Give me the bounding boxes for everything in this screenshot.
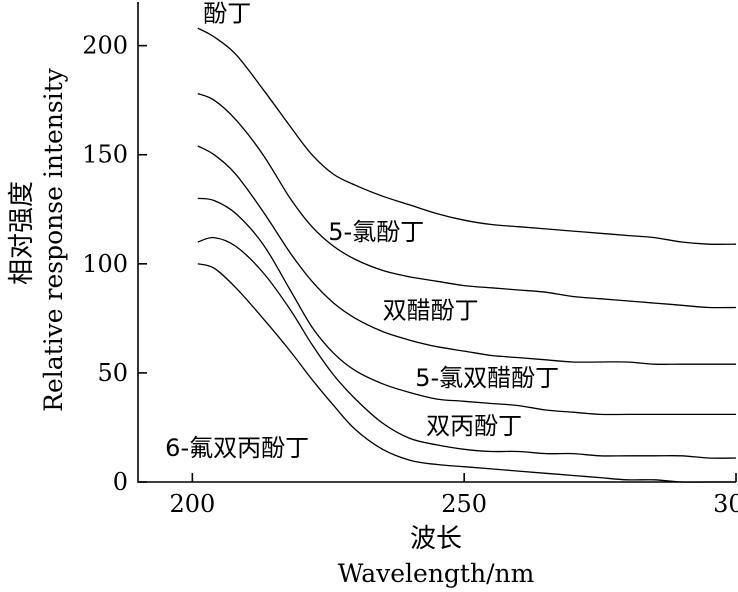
series-line-2: [197, 92, 737, 309]
series-line-6: [197, 263, 736, 483]
y-axis-title: 相对强度: [7, 181, 37, 285]
y-tick-label: 0: [113, 468, 128, 496]
x-tick-label: 250: [441, 490, 487, 518]
series-label-4: 5-氯双醋酚丁: [415, 364, 559, 392]
series-line-4: [197, 197, 736, 416]
y-axis-title-en: Relative response intensity: [39, 67, 68, 412]
x-tick-label: 300: [713, 490, 738, 518]
y-tick-label: 100: [82, 250, 128, 278]
series-label-6: 6-氟双丙酚丁: [165, 434, 309, 462]
y-tick-label: 150: [82, 141, 128, 169]
axes: 0 50 100 150 200 200 250 300: [82, 2, 738, 518]
series-label-1: 酚丁: [203, 0, 251, 28]
x-tick-label: 200: [169, 490, 215, 518]
series-label-2: 5-氯酚丁: [328, 218, 424, 246]
series-line-3: [197, 145, 736, 365]
series-label-3: 双醋酚丁: [383, 296, 479, 324]
x-axis-title-en: Wavelength/nm: [338, 559, 535, 588]
y-tick-label: 50: [97, 359, 128, 387]
y-tick-label: 200: [82, 32, 128, 60]
x-axis-title: 波长: [410, 524, 462, 554]
series-line-5: [197, 236, 737, 459]
series-label-5: 双丙酚丁: [426, 412, 522, 440]
series-line-1: [197, 27, 737, 245]
series-lines: [197, 27, 737, 483]
